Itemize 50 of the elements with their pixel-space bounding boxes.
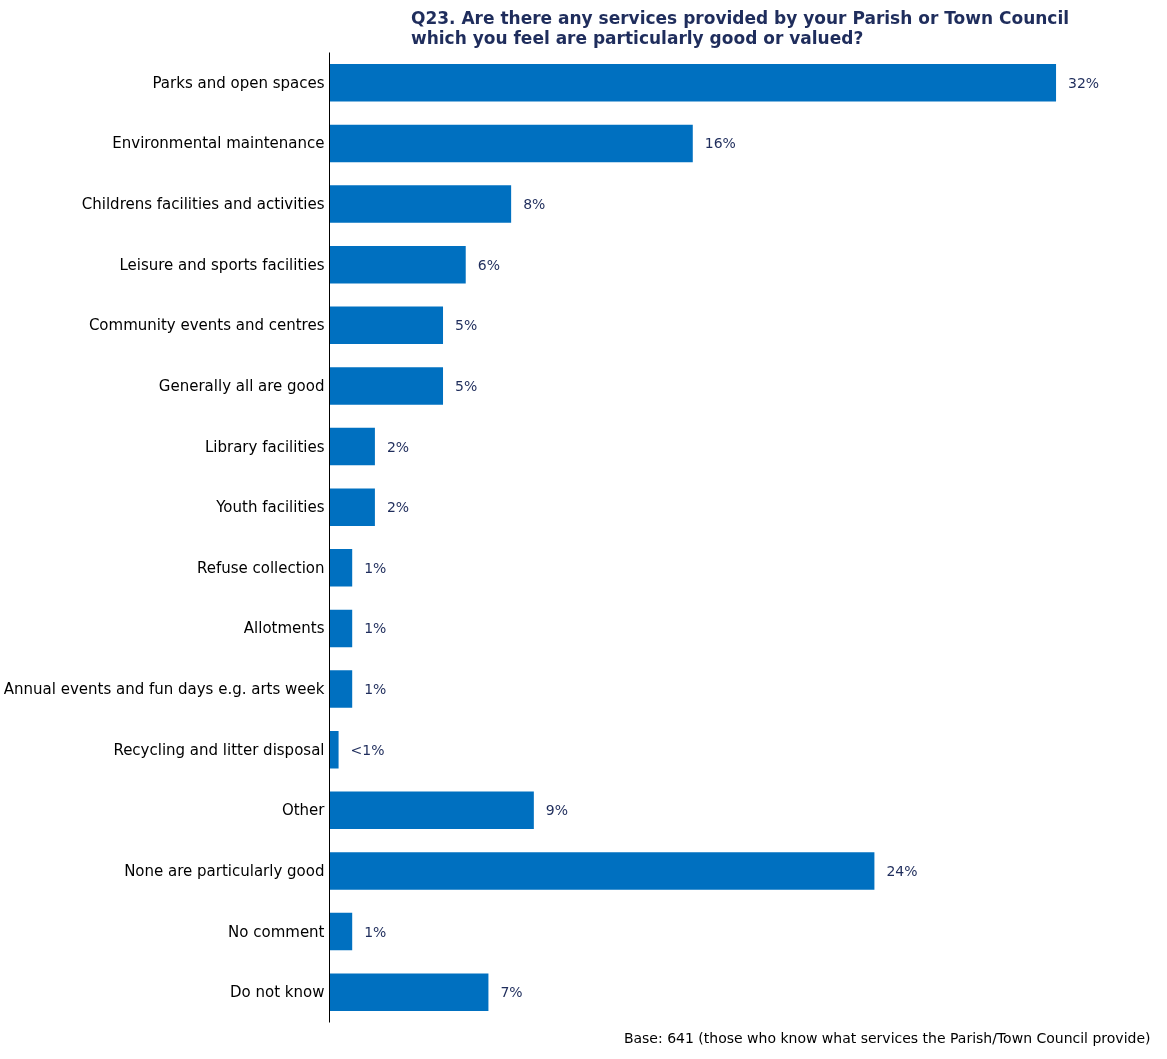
bar bbox=[329, 912, 353, 951]
bar bbox=[329, 730, 339, 769]
data-label: 5% bbox=[455, 377, 478, 394]
data-label: 5% bbox=[455, 317, 478, 334]
y-tick-label: Youth facilities bbox=[215, 498, 325, 517]
bar bbox=[329, 306, 444, 345]
data-label: 16% bbox=[704, 135, 736, 152]
y-tick-label: No comment bbox=[228, 922, 325, 941]
bar bbox=[329, 367, 444, 405]
data-label: 32% bbox=[1068, 74, 1100, 91]
bar bbox=[329, 245, 466, 284]
data-label: 2% bbox=[386, 438, 410, 455]
y-tick-label: Leisure and sports facilities bbox=[119, 255, 325, 274]
text: Base: 641 (those who know what services the Parish/Town Council provide) bbox=[623, 1029, 1151, 1046]
data-label: 1% bbox=[364, 620, 387, 637]
y-tick-label: None are particularly good bbox=[124, 861, 325, 880]
data-label: <1% bbox=[350, 741, 385, 758]
data-label: 7% bbox=[500, 984, 523, 1001]
y-tick-label: Childrens facilities and activities bbox=[81, 195, 325, 214]
data-label: 9% bbox=[545, 802, 569, 819]
y-tick-label: Refuse collection bbox=[196, 558, 325, 577]
data-label: 1% bbox=[364, 681, 387, 698]
y-tick-label: Generally all are good bbox=[158, 376, 325, 395]
bar bbox=[329, 670, 353, 708]
bar bbox=[329, 64, 1057, 102]
chart-title: Q23. Are there any services provided by your Parish or Town Council which you feel are particularly good or valued? bbox=[410, 7, 1070, 48]
bar bbox=[329, 185, 512, 223]
bar bbox=[329, 124, 693, 163]
bar bbox=[329, 427, 375, 466]
bar bbox=[329, 852, 875, 890]
y-tick-label: Annual events and fun days e.g. arts week bbox=[3, 680, 325, 699]
y-tick-label: Other bbox=[281, 801, 326, 820]
data-label: 2% bbox=[386, 499, 410, 516]
bar bbox=[329, 973, 489, 1011]
bar bbox=[329, 488, 375, 526]
data-label: 1% bbox=[364, 923, 387, 940]
data-label: 1% bbox=[364, 559, 387, 576]
bar bbox=[329, 791, 534, 830]
y-tick-label: Parks and open spaces bbox=[152, 73, 325, 92]
y-tick-label: Do not know bbox=[230, 983, 325, 1002]
data-label: 8% bbox=[523, 196, 546, 213]
y-tick-label: Library facilities bbox=[204, 437, 325, 456]
y-tick-label: Recycling and litter disposal bbox=[113, 740, 325, 759]
y-tick-label: Community events and centres bbox=[88, 316, 325, 335]
bar bbox=[329, 609, 353, 648]
y-tick-label: Environmental maintenance bbox=[112, 134, 325, 153]
data-label: 6% bbox=[477, 256, 500, 273]
data-label: 24% bbox=[886, 862, 918, 879]
y-tick-label: Allotments bbox=[243, 619, 325, 638]
bar bbox=[329, 549, 353, 587]
